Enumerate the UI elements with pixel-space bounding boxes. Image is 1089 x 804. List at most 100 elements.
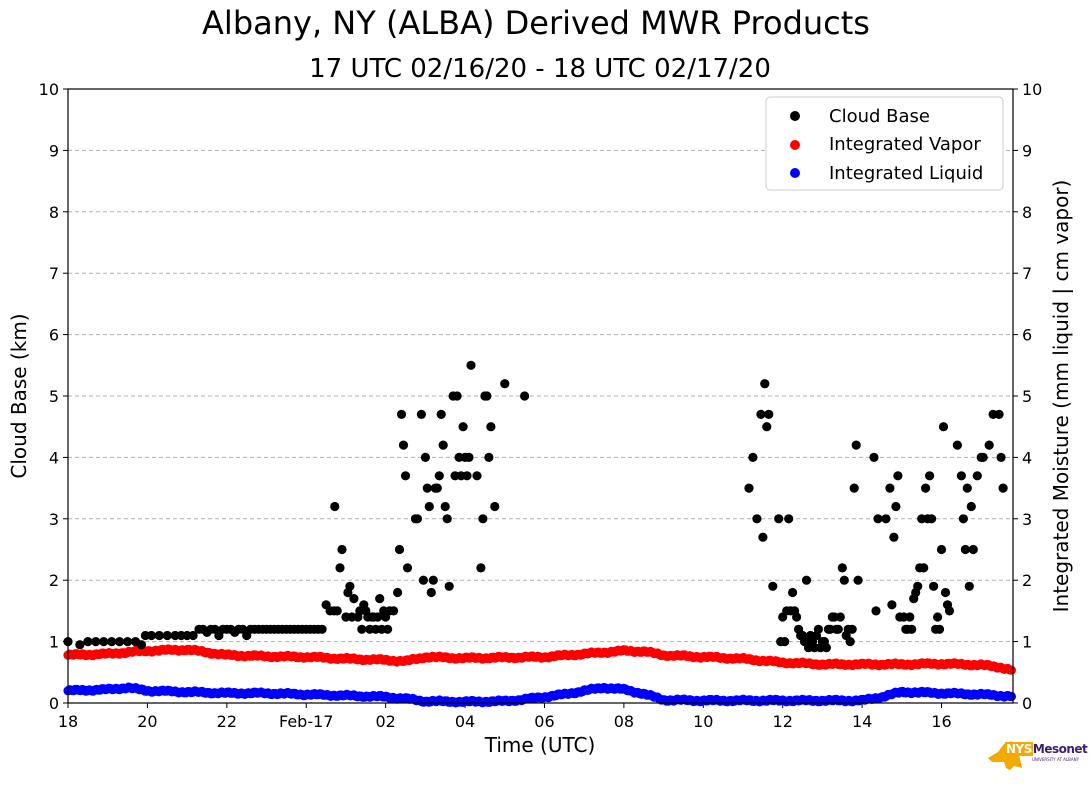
data-point — [956, 471, 967, 481]
data-point — [853, 575, 863, 585]
data-point — [426, 587, 436, 598]
y-axis-right-ticks: 0 1 2 3 4 5 6 7 8 9 10 — [1013, 80, 1042, 713]
gridlines — [68, 149, 1013, 643]
data-point — [998, 483, 1008, 493]
data-point — [788, 587, 798, 598]
x-tick-label: 16 — [931, 712, 951, 731]
data-point — [402, 563, 413, 573]
x-tick-label: 10 — [693, 712, 713, 731]
data-point — [136, 640, 147, 650]
data-point — [944, 606, 955, 616]
y-tick-label-right: 0 — [1022, 694, 1032, 713]
data-point — [162, 630, 172, 641]
x-tick-label: Feb-17 — [279, 712, 333, 731]
data-point — [1006, 691, 1017, 702]
data-point — [424, 501, 434, 512]
data-point — [438, 440, 448, 450]
data-point — [432, 483, 442, 493]
data-point — [873, 514, 883, 524]
legend-label-cloud-base: Cloud Base — [829, 106, 930, 127]
data-point — [784, 514, 794, 524]
data-point — [960, 544, 971, 555]
data-point — [891, 501, 901, 512]
data-point — [849, 483, 859, 493]
data-point — [91, 637, 101, 647]
legend-label-integrated-liquid: Integrated Liquid — [829, 163, 983, 184]
x-axis-ticks: 18 20 22 Feb-17 02 04 06 08 10 12 14 16 — [58, 703, 952, 731]
logo-wordmark: NYSMesonet — [1005, 742, 1088, 756]
series-cloud-base — [63, 360, 1008, 653]
x-tick-label: 08 — [614, 712, 634, 731]
y-tick-label-right: 9 — [1022, 141, 1032, 160]
y-tick-label-right: 4 — [1022, 448, 1032, 467]
legend-label-integrated-vapor: Integrated Vapor — [829, 134, 981, 155]
data-point — [994, 409, 1004, 419]
data-point — [839, 575, 849, 585]
data-point — [83, 637, 93, 647]
y-tick-label-right: 8 — [1022, 203, 1032, 222]
data-point — [476, 563, 486, 573]
data-point — [760, 379, 770, 389]
chart-subtitle: 17 UTC 02/16/20 - 18 UTC 02/17/20 — [309, 54, 771, 84]
y-tick-label-left: 2 — [49, 571, 59, 590]
data-point — [349, 594, 359, 604]
data-point — [440, 501, 450, 512]
data-point — [500, 379, 510, 389]
data-point — [835, 612, 845, 622]
y-tick-label-right: 1 — [1022, 633, 1032, 652]
data-point — [188, 630, 198, 641]
data-point — [927, 514, 937, 524]
data-point — [893, 471, 903, 481]
data-point — [416, 409, 426, 419]
y-tick-label-left: 0 — [49, 694, 59, 713]
data-point — [887, 600, 897, 610]
data-point — [458, 422, 468, 432]
data-point — [337, 544, 347, 555]
y-tick-label-left: 6 — [49, 326, 59, 345]
data-point — [332, 606, 342, 616]
data-point — [393, 587, 403, 598]
data-point — [978, 452, 988, 462]
data-point — [123, 637, 133, 647]
data-point — [422, 483, 432, 493]
data-point — [472, 471, 482, 481]
data-point — [958, 514, 969, 524]
data-point — [984, 440, 994, 450]
legend-marker-integrated-liquid — [790, 168, 800, 178]
data-point — [968, 544, 978, 555]
data-point — [881, 514, 891, 524]
data-point — [357, 624, 367, 634]
data-point — [383, 624, 393, 634]
data-point — [774, 514, 784, 524]
data-point — [744, 483, 754, 493]
y-tick-label-left: 1 — [49, 633, 59, 652]
data-point — [764, 409, 774, 419]
y-tick-label-left: 5 — [49, 387, 59, 406]
data-point — [752, 514, 762, 524]
data-point — [452, 391, 462, 401]
y-tick-label-left: 10 — [39, 80, 59, 99]
data-point — [115, 637, 125, 647]
x-tick-label: 14 — [852, 712, 872, 731]
data-point — [748, 452, 758, 462]
x-tick-label: 20 — [137, 712, 157, 731]
data-point — [821, 643, 832, 653]
data-point — [921, 483, 931, 493]
data-point — [490, 501, 500, 512]
plot-frame — [67, 88, 1014, 704]
data-point — [107, 637, 117, 647]
data-point — [768, 581, 778, 591]
data-point — [801, 575, 812, 585]
data-point — [934, 624, 945, 634]
data-point — [428, 575, 438, 585]
data-point — [434, 471, 444, 481]
plot-data — [63, 360, 1017, 708]
data-point — [869, 452, 879, 462]
y-tick-label-left: 7 — [49, 264, 59, 283]
data-point — [462, 471, 472, 481]
data-point — [398, 440, 409, 450]
data-point — [418, 575, 428, 585]
data-point — [966, 501, 976, 512]
y-tick-label-left: 8 — [49, 203, 59, 222]
data-point — [813, 624, 824, 634]
